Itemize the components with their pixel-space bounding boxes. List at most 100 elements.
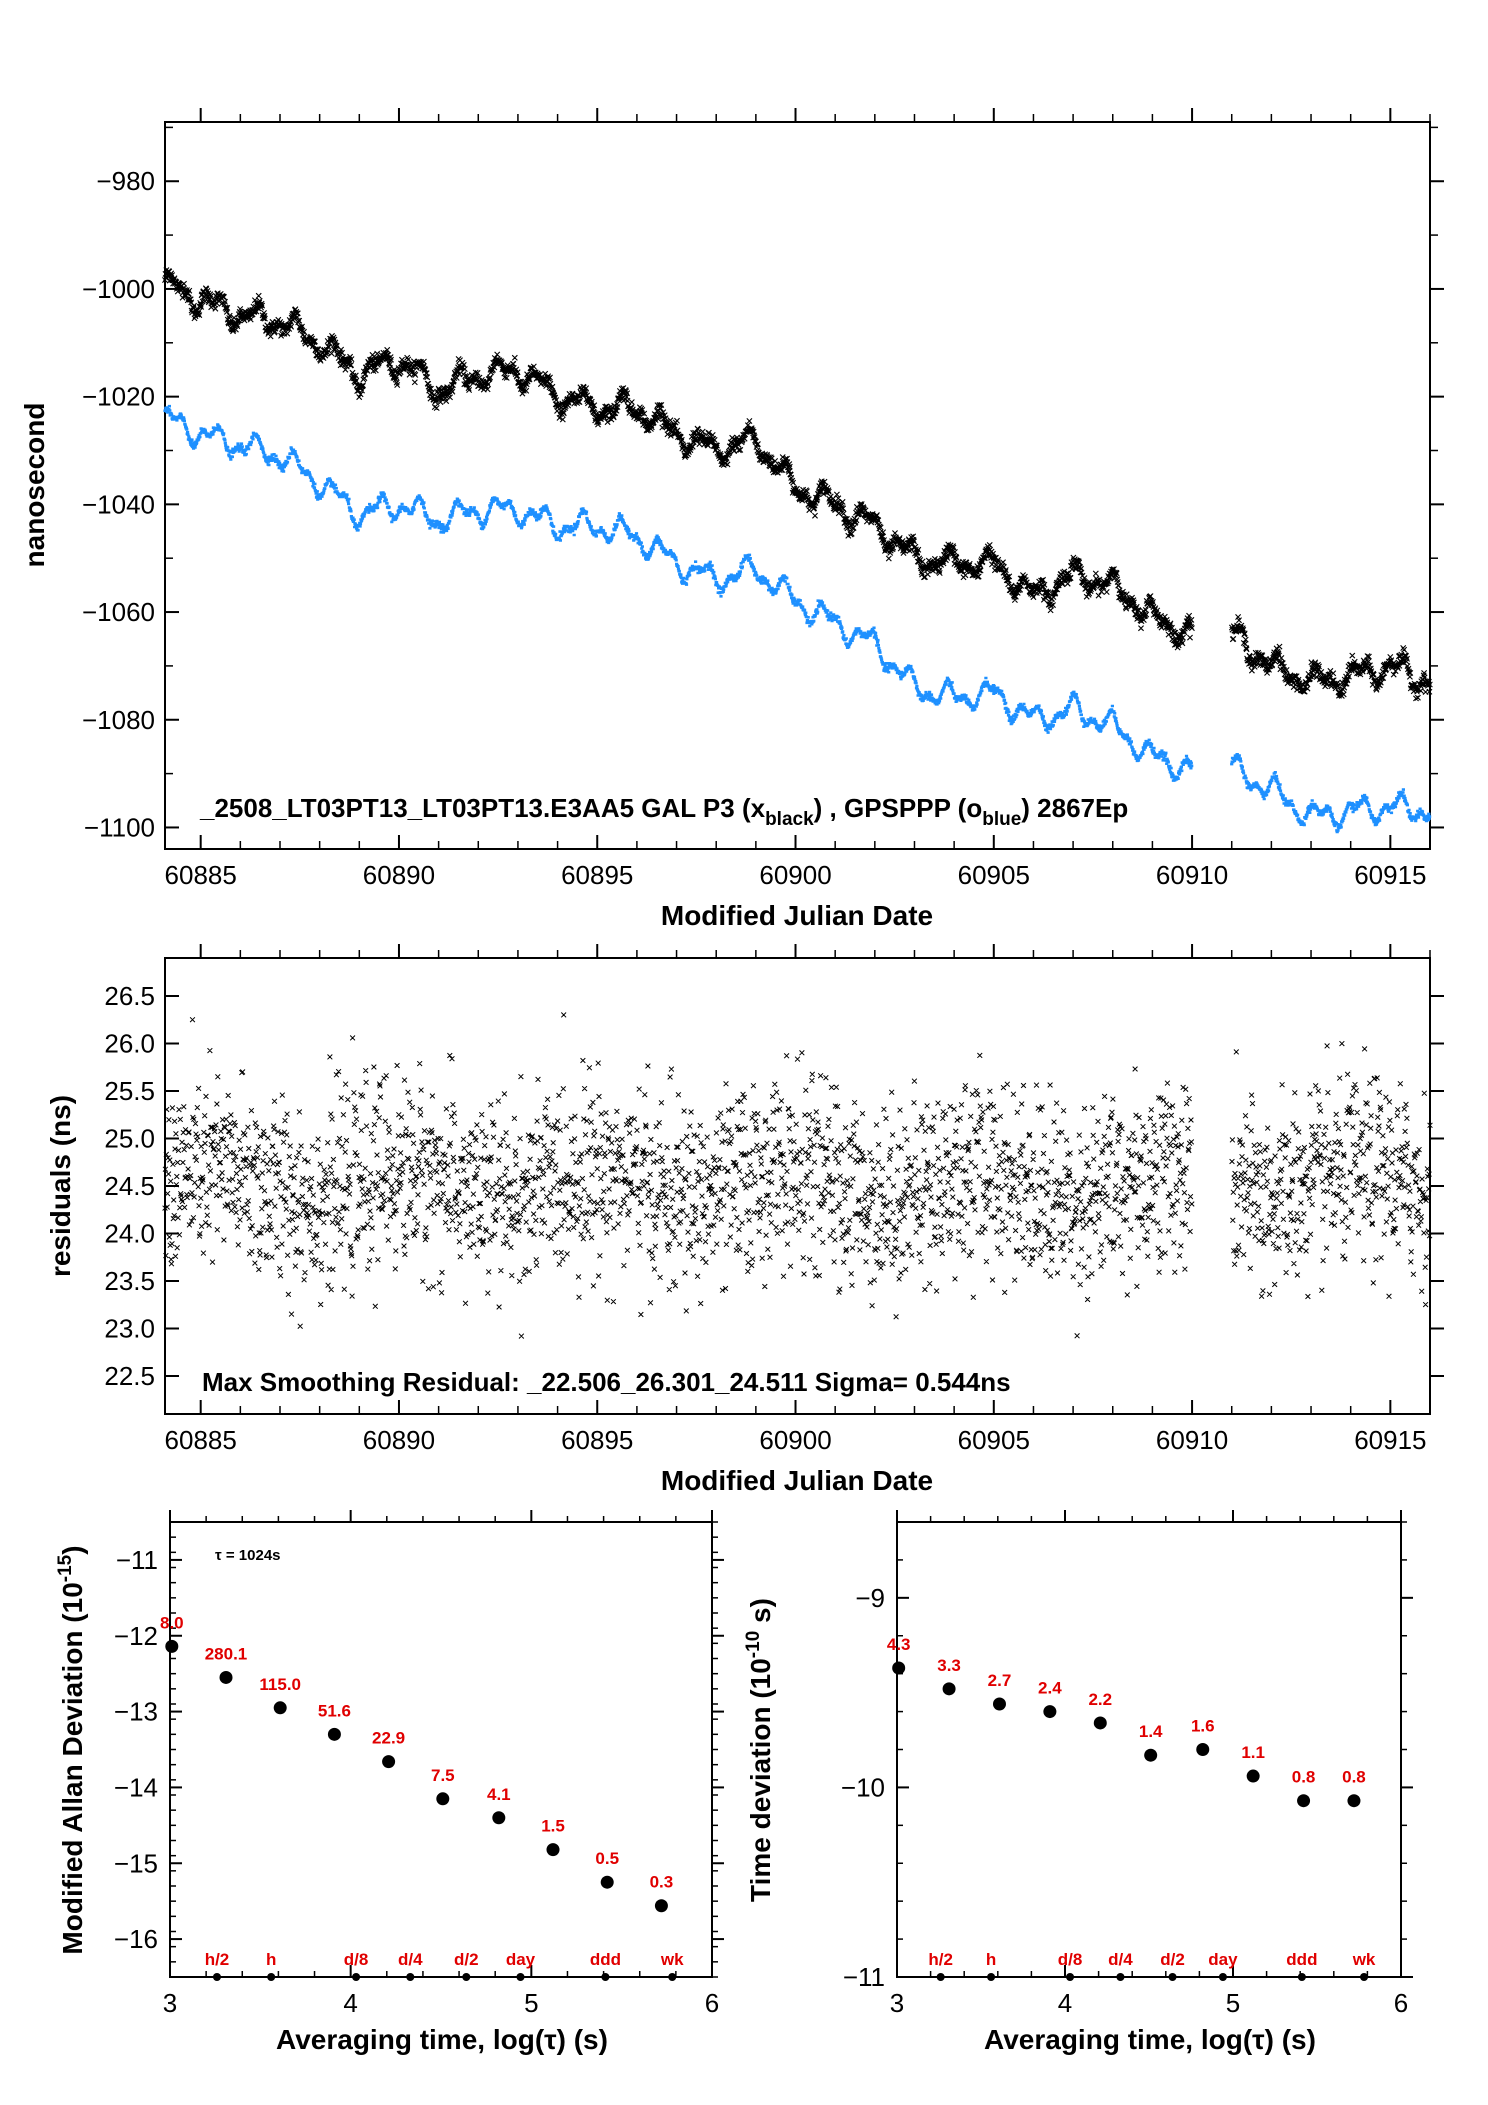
tdev-xtick-label: 4 [1058, 1988, 1072, 2018]
allan-time-mark [406, 1973, 415, 1981]
allan-point [492, 1811, 506, 1825]
allan-time-mark-label: d/2 [454, 1950, 479, 1969]
tdev-ylabel: Time deviation (10-10 s) [743, 1598, 776, 1902]
time-series-xlabel: Modified Julian Date [661, 900, 933, 931]
time-series-ytick-label: −980 [96, 166, 155, 196]
tdev-point [1043, 1705, 1057, 1719]
time-series-ytick-label: −1040 [82, 489, 155, 519]
tdev-xtick-label: 3 [890, 1988, 904, 2018]
tdev-time-mark-label: d/8 [1058, 1950, 1083, 1969]
time-series-ylabel: nanosecond [19, 403, 50, 568]
residuals-ytick-label: 23.5 [104, 1266, 155, 1296]
allan-xtick-label: 3 [163, 1988, 177, 2018]
residuals-ytick-label: 25.0 [104, 1124, 155, 1154]
tdev-point [942, 1682, 956, 1696]
allan-point [165, 1639, 179, 1653]
tdev-time-mark-label: d/2 [1160, 1950, 1185, 1969]
tdev-time-mark [1218, 1973, 1227, 1981]
tdev-time-mark-label: day [1208, 1950, 1238, 1969]
time-series-ytick-label: −1000 [82, 274, 155, 304]
residuals-plot-frame [164, 957, 1431, 1415]
tdev-point [1093, 1716, 1107, 1730]
allan-point [273, 1701, 287, 1715]
tdev-time-mark [1168, 1973, 1177, 1981]
allan-point-label: 1.5 [541, 1817, 565, 1836]
time-series-xtick-label: 60890 [363, 860, 435, 890]
tdev-point-label: 1.6 [1191, 1717, 1215, 1736]
time-series-ytick-label: −1060 [82, 597, 155, 627]
allan-time-mark [212, 1973, 221, 1981]
time-series-xtick-label: 60900 [759, 860, 831, 890]
time-series-xtick-label: 60915 [1354, 860, 1426, 890]
allan-deviation-panel: 3 4 5 6 −11 −12 −13 −14 −15 −16 8.0 280.1 115.0 51.6… [55, 1510, 724, 2055]
tdev-point-label: 0.8 [1292, 1768, 1316, 1787]
allan-time-mark-label: d/8 [344, 1950, 369, 1969]
residuals-ytick-label: 25.5 [104, 1076, 155, 1106]
time-series-plot-frame [164, 121, 1431, 850]
residuals-ytick-label: 26.5 [104, 981, 155, 1011]
allan-ylabel-exponent: -15 [55, 1554, 76, 1582]
allan-point-label: 4.1 [487, 1785, 511, 1804]
allan-time-mark-label: h [266, 1950, 276, 1969]
tau-note: τ = 1024s [215, 1547, 281, 1564]
residuals-xtick-label: 60895 [561, 1425, 633, 1455]
tdev-ticks: 3 4 5 6 −9 −10 −11 [841, 1510, 1413, 2018]
allan-point [546, 1843, 560, 1857]
tdev-data: 4.3 3.3 2.7 2.4 2.2 1.4 1.6 1.1 0.8 0.8 h/2 h d/8 d/4… [887, 1635, 1376, 1981]
time-series-annotation: _2508_LT03PT13_LT03PT13.E3AA5 GAL P3 (xb… [199, 793, 1128, 830]
allan-time-mark [462, 1973, 471, 1981]
time-series-data [162, 267, 1433, 834]
allan-point-label: 0.5 [595, 1849, 619, 1868]
allan-data: 8.0 280.1 115.0 51.6 22.9 7.5 4.1 1.5 0.5 0.3 h/2 h… [160, 1613, 684, 1981]
allan-time-mark-label: h/2 [205, 1950, 230, 1969]
tdev-ylabel-exponent: -10 [743, 1631, 764, 1658]
allan-time-mark [516, 1973, 525, 1981]
gal-p3-series [162, 267, 1433, 702]
tdev-time-mark [1066, 1973, 1075, 1981]
gpsppp-series [163, 404, 1432, 834]
tdev-ytick-label: −11 [843, 1962, 885, 1992]
residuals-xtick-label: 60910 [1156, 1425, 1228, 1455]
time-series-xtick-label: 60895 [561, 860, 633, 890]
tdev-point-label: 0.8 [1342, 1768, 1366, 1787]
allan-point [654, 1899, 668, 1913]
tdev-ytick-label: −9 [855, 1583, 885, 1613]
tdev-point-label: 3.3 [937, 1656, 961, 1675]
residuals-panel: 60885 60890 60895 60900 60905 60910 60915 22.5 2… [45, 944, 1444, 1496]
tdev-time-mark [1116, 1973, 1125, 1981]
tdev-time-mark-label: h [986, 1950, 996, 1969]
tdev-point [892, 1661, 906, 1675]
annotation-subscript-blue: blue [982, 809, 1021, 830]
tdev-point-label: 1.1 [1241, 1743, 1265, 1762]
allan-point-label: 22.9 [372, 1729, 405, 1748]
residuals-ytick-label: 22.5 [104, 1361, 155, 1391]
allan-point-label: 7.5 [431, 1766, 455, 1785]
allan-ylabel: Modified Allan Deviation (10-15) [55, 1545, 88, 1954]
allan-point [219, 1670, 233, 1684]
tdev-point [1347, 1794, 1361, 1808]
residuals-xlabel: Modified Julian Date [661, 1465, 933, 1496]
tdev-time-mark-label: h/2 [928, 1950, 953, 1969]
residuals-ytick-label: 23.0 [104, 1314, 155, 1344]
tdev-point-label: 1.4 [1139, 1722, 1163, 1741]
tdev-point-label: 4.3 [887, 1635, 911, 1654]
residuals-xtick-label: 60915 [1354, 1425, 1426, 1455]
residuals-ytick-label: 24.0 [104, 1219, 155, 1249]
residuals-xtick-label: 60890 [363, 1425, 435, 1455]
gpsppp-markers [163, 404, 1432, 834]
allan-point-label: 51.6 [318, 1701, 351, 1720]
allan-time-mark [668, 1973, 677, 1981]
tdev-point [1246, 1769, 1260, 1783]
gal-p3-markers [162, 267, 1433, 702]
time-series-panel: 60885 60890 60895 60900 60905 60910 60915 −980 −… [19, 108, 1444, 931]
time-series-ticks: 60885 60890 60895 60900 60905 60910 60915 −980 −… [82, 108, 1444, 890]
annotation-subscript-black: black [765, 809, 814, 830]
allan-xlabel: Averaging time, log(τ) (s) [276, 2024, 608, 2055]
allan-xtick-label: 6 [705, 1988, 719, 2018]
allan-plot-frame [169, 1521, 713, 1978]
allan-point-label: 115.0 [259, 1675, 301, 1694]
allan-ytick-label: −16 [114, 1924, 158, 1954]
tdev-point [1297, 1794, 1311, 1808]
allan-ticks: 3 4 5 6 −11 −12 −13 −14 −15 −16 [114, 1510, 724, 2018]
